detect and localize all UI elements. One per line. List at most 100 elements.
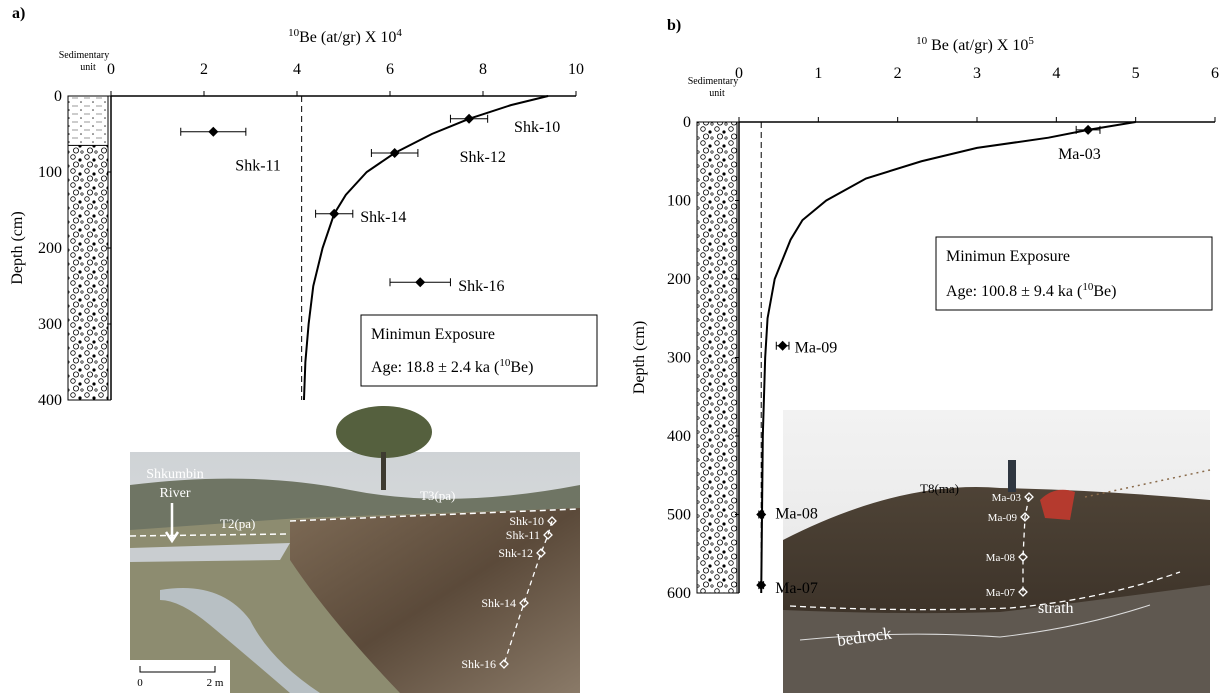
- photo-marker: [543, 530, 553, 540]
- photo-a: Shkumbin River T2(pa) T3(pa) Shk-10Shk-1…: [129, 406, 580, 693]
- point-label: Ma-07: [775, 580, 818, 597]
- point-label: Ma-08: [775, 506, 818, 523]
- undefined: [1083, 124, 1094, 135]
- y-tick-label: 0: [683, 114, 691, 131]
- photo-marker: [1018, 587, 1028, 597]
- x-tick-label: 0: [107, 61, 115, 78]
- age-sup: 10: [1082, 281, 1094, 293]
- x-tick-label: 10: [568, 61, 584, 78]
- undefined: [756, 509, 767, 520]
- photo-marker: [1020, 512, 1030, 522]
- photo-label: River: [159, 486, 190, 501]
- scale-label: 0: [137, 677, 143, 689]
- y-tick-label: 200: [667, 271, 691, 288]
- photo-label: Shkumbin: [146, 467, 204, 482]
- photo-marker: [1018, 552, 1028, 562]
- undefined: [777, 340, 788, 351]
- photo-label: T8(ma): [920, 481, 959, 496]
- photo-label: T2(pa): [220, 516, 255, 531]
- photo-label: Ma-08: [986, 552, 1016, 564]
- undefined: [329, 208, 340, 219]
- photo-label: Shk-16: [461, 657, 496, 671]
- y-tick-label: 200: [38, 240, 62, 257]
- photo-marker: [547, 516, 557, 526]
- fine-unit: [67, 95, 109, 146]
- y-tick-label: 600: [667, 585, 691, 602]
- undefined: [208, 126, 219, 137]
- annotation-box: [935, 236, 1213, 311]
- box-text: Minimun Exposure: [371, 326, 495, 343]
- x-tick-label: 6: [1211, 65, 1219, 82]
- title-sup: 5: [1028, 35, 1034, 47]
- title-text: Be (at/gr) X 10: [927, 37, 1028, 54]
- y-tick-label: 400: [38, 392, 62, 409]
- point-label: Shk-14: [360, 209, 406, 226]
- y-axis-title: Depth (cm): [9, 211, 26, 284]
- age-text: Be): [1093, 283, 1116, 300]
- point-label: Shk-16: [458, 278, 504, 295]
- point-label: Shk-11: [235, 158, 281, 175]
- y-tick-label: 500: [667, 507, 691, 524]
- point-label: Ma-03: [1058, 146, 1101, 163]
- x-tick-label: 8: [479, 61, 487, 78]
- y-tick-label: 100: [38, 164, 62, 181]
- x-tick-label: 2: [200, 61, 208, 78]
- photo-label: Shk-14: [481, 596, 516, 610]
- undefined: [415, 277, 426, 288]
- x-tick-label: 1: [814, 65, 822, 82]
- photo-label: Shk-11: [506, 528, 540, 542]
- photo-label: T3(pa): [420, 488, 455, 503]
- x-tick-label: 6: [386, 61, 394, 78]
- photo-label: Shk-12: [498, 546, 533, 560]
- y-tick-label: 300: [667, 350, 691, 367]
- x-tick-label: 4: [1052, 65, 1060, 82]
- age-text: Be): [510, 359, 533, 376]
- photo-marker: [1024, 492, 1034, 502]
- box-text: Minimun Exposure: [946, 248, 1070, 265]
- unit-label: unit: [80, 62, 96, 73]
- photo-marker: [536, 548, 546, 558]
- photo-marker: [519, 598, 529, 608]
- x-axis-title: 10Be (at/gr) X 104: [288, 27, 402, 46]
- y-tick-label: 0: [54, 88, 62, 105]
- y-tick-label: 100: [667, 193, 691, 210]
- age-text: Age: 100.8 ± 9.4 ka (: [946, 283, 1082, 300]
- photo-label: strath: [1038, 600, 1074, 617]
- age-sup: 10: [499, 357, 511, 369]
- title-sup: 10: [288, 27, 300, 39]
- undefined: [389, 148, 400, 158]
- annotation-box: [360, 314, 598, 387]
- x-axis-title: 10 Be (at/gr) X 105: [916, 35, 1034, 54]
- x-tick-label: 4: [293, 61, 301, 78]
- x-tick-label: 3: [973, 65, 981, 82]
- scale-label: 2 m: [207, 677, 224, 689]
- x-tick-label: 5: [1132, 65, 1140, 82]
- unit-label: Sedimentary: [688, 76, 739, 87]
- title-sup: 10: [916, 35, 928, 47]
- x-tick-label: 2: [894, 65, 902, 82]
- panel-label: a): [12, 5, 25, 22]
- undefined: [756, 580, 767, 591]
- sediment-column: [696, 121, 738, 594]
- point-label: Shk-12: [460, 149, 506, 166]
- age-text: Age: 18.8 ± 2.4 ka (: [371, 359, 499, 376]
- y-axis-title: Depth (cm): [631, 321, 648, 394]
- photo-label: Shk-10: [509, 514, 544, 528]
- box-text: Age: 100.8 ± 9.4 ka (10Be): [946, 281, 1116, 300]
- title-sup: 4: [396, 27, 402, 39]
- y-tick-label: 300: [38, 316, 62, 333]
- panel-label: b): [667, 17, 681, 34]
- photo-label: Ma-09: [988, 512, 1018, 524]
- y-tick-label: 400: [667, 428, 691, 445]
- x-tick-label: 0: [735, 65, 743, 82]
- model-curve: [760, 121, 1136, 594]
- photo-marker: [499, 659, 509, 669]
- unit-label: unit: [709, 88, 725, 99]
- point-label: Ma-09: [795, 340, 838, 357]
- box-text: Age: 18.8 ± 2.4 ka (10Be): [371, 357, 533, 376]
- unit-label: Sedimentary: [59, 50, 110, 61]
- undefined: [464, 113, 475, 124]
- point-label: Shk-10: [514, 119, 560, 136]
